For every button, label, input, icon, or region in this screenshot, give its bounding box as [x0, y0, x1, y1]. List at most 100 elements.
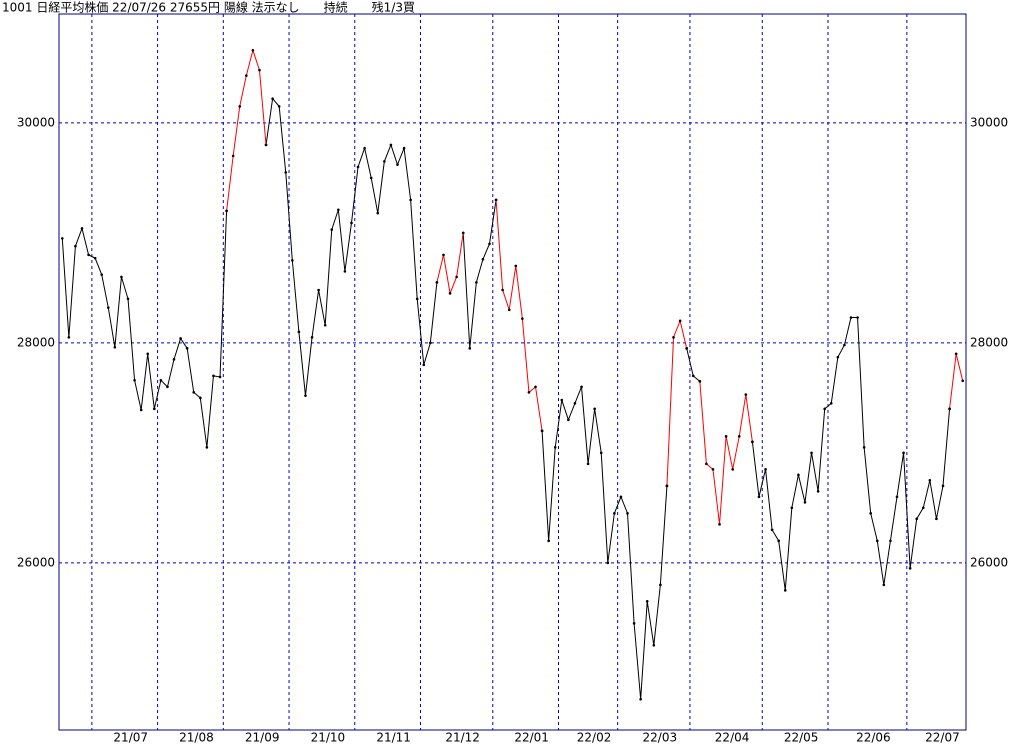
price-dot — [376, 211, 380, 215]
price-dot — [67, 336, 71, 339]
price-dot — [619, 495, 623, 499]
price-dot — [251, 48, 255, 52]
price-dot — [869, 512, 872, 515]
price-dot — [363, 146, 366, 150]
price-dot — [580, 385, 583, 389]
price-dot — [514, 264, 518, 268]
price-dot — [948, 407, 951, 411]
price-dot — [737, 435, 741, 438]
price-dot — [343, 270, 347, 273]
price-dot — [882, 583, 886, 587]
price-dot — [402, 146, 406, 150]
x-tick-label: 21/10 — [311, 731, 346, 745]
price-dot — [586, 462, 590, 466]
price-dot — [304, 394, 307, 397]
price-dot — [626, 512, 629, 515]
price-dot — [599, 451, 603, 455]
x-tick-label: 22/01 — [514, 731, 549, 745]
price-dot — [323, 323, 327, 327]
price-dot — [231, 154, 235, 158]
x-tick-label: 22/04 — [715, 731, 750, 745]
price-dot — [613, 512, 616, 515]
price-dot — [139, 408, 143, 412]
price-dot — [356, 165, 360, 169]
price-dot — [632, 622, 636, 625]
price-dot — [961, 379, 965, 383]
price-dot — [744, 393, 748, 396]
chart-title: 1001 日経平均株価 22/07/26 27655円 陽線 法示なし 持続 残… — [2, 0, 415, 15]
x-tick-label: 22/06 — [856, 731, 891, 745]
price-dot — [74, 244, 77, 248]
price-dot — [724, 435, 728, 438]
price-dot — [60, 237, 64, 240]
price-dot — [843, 343, 846, 347]
price-dot — [718, 523, 721, 526]
price-dot — [685, 347, 688, 350]
price-dot — [455, 275, 458, 279]
price-dot — [350, 221, 353, 225]
price-dot — [797, 473, 800, 477]
price-dot — [678, 319, 682, 323]
price-dot — [93, 256, 97, 260]
x-tick-label: 22/02 — [577, 731, 612, 745]
price-dot — [396, 163, 399, 166]
price-dot — [106, 306, 110, 309]
price-dot — [212, 374, 215, 378]
price-dot — [751, 440, 754, 444]
price-dot — [777, 539, 780, 543]
price-dot — [534, 385, 537, 389]
x-tick-label: 21/08 — [179, 731, 214, 745]
price-dot — [665, 484, 669, 488]
price-dot — [264, 143, 268, 147]
x-tick-label: 21/07 — [113, 731, 148, 745]
price-dot — [672, 336, 675, 339]
price-dot — [540, 429, 544, 433]
price-dot — [113, 345, 117, 349]
price-dot — [442, 253, 445, 257]
price-dot — [238, 105, 242, 108]
price-dot — [895, 495, 899, 499]
price-dot — [87, 253, 90, 257]
price-dot — [902, 451, 905, 455]
price-dot — [258, 68, 261, 72]
price-dot — [849, 316, 853, 319]
plot-area — [58, 13, 967, 731]
x-tick-label: 22/05 — [784, 731, 819, 745]
price-dot — [567, 418, 570, 422]
price-dot — [415, 297, 419, 301]
price-dot — [317, 288, 320, 292]
price-dot — [291, 259, 294, 262]
price-dot — [330, 228, 334, 231]
price-dot — [501, 288, 504, 292]
price-dot — [461, 231, 465, 235]
price-dot — [790, 506, 794, 510]
price-dot — [179, 337, 182, 340]
price-dot — [435, 281, 439, 284]
price-dot — [245, 74, 248, 77]
price-dot — [757, 495, 761, 499]
price-dot — [337, 208, 340, 212]
price-dot — [639, 697, 642, 701]
price-dot — [494, 198, 498, 202]
price-dot — [593, 407, 596, 411]
price-dot — [764, 468, 767, 471]
price-dot — [803, 501, 807, 504]
price-dot — [731, 468, 734, 471]
price-dot — [389, 143, 393, 147]
price-dot — [205, 446, 209, 449]
price-dot — [652, 644, 656, 647]
price-dot — [908, 567, 912, 570]
price-dot — [297, 330, 301, 334]
price-dot — [810, 451, 813, 455]
price-dot — [126, 297, 130, 301]
price-dot — [823, 407, 826, 411]
price-dot — [553, 446, 557, 449]
price-dot — [921, 506, 925, 510]
price-dot — [218, 375, 222, 379]
price-dot — [172, 358, 176, 361]
x-tick-label: 22/07 — [925, 731, 960, 745]
price-dot — [429, 341, 432, 345]
price-line — [495, 199, 543, 431]
price-dot — [468, 347, 472, 350]
